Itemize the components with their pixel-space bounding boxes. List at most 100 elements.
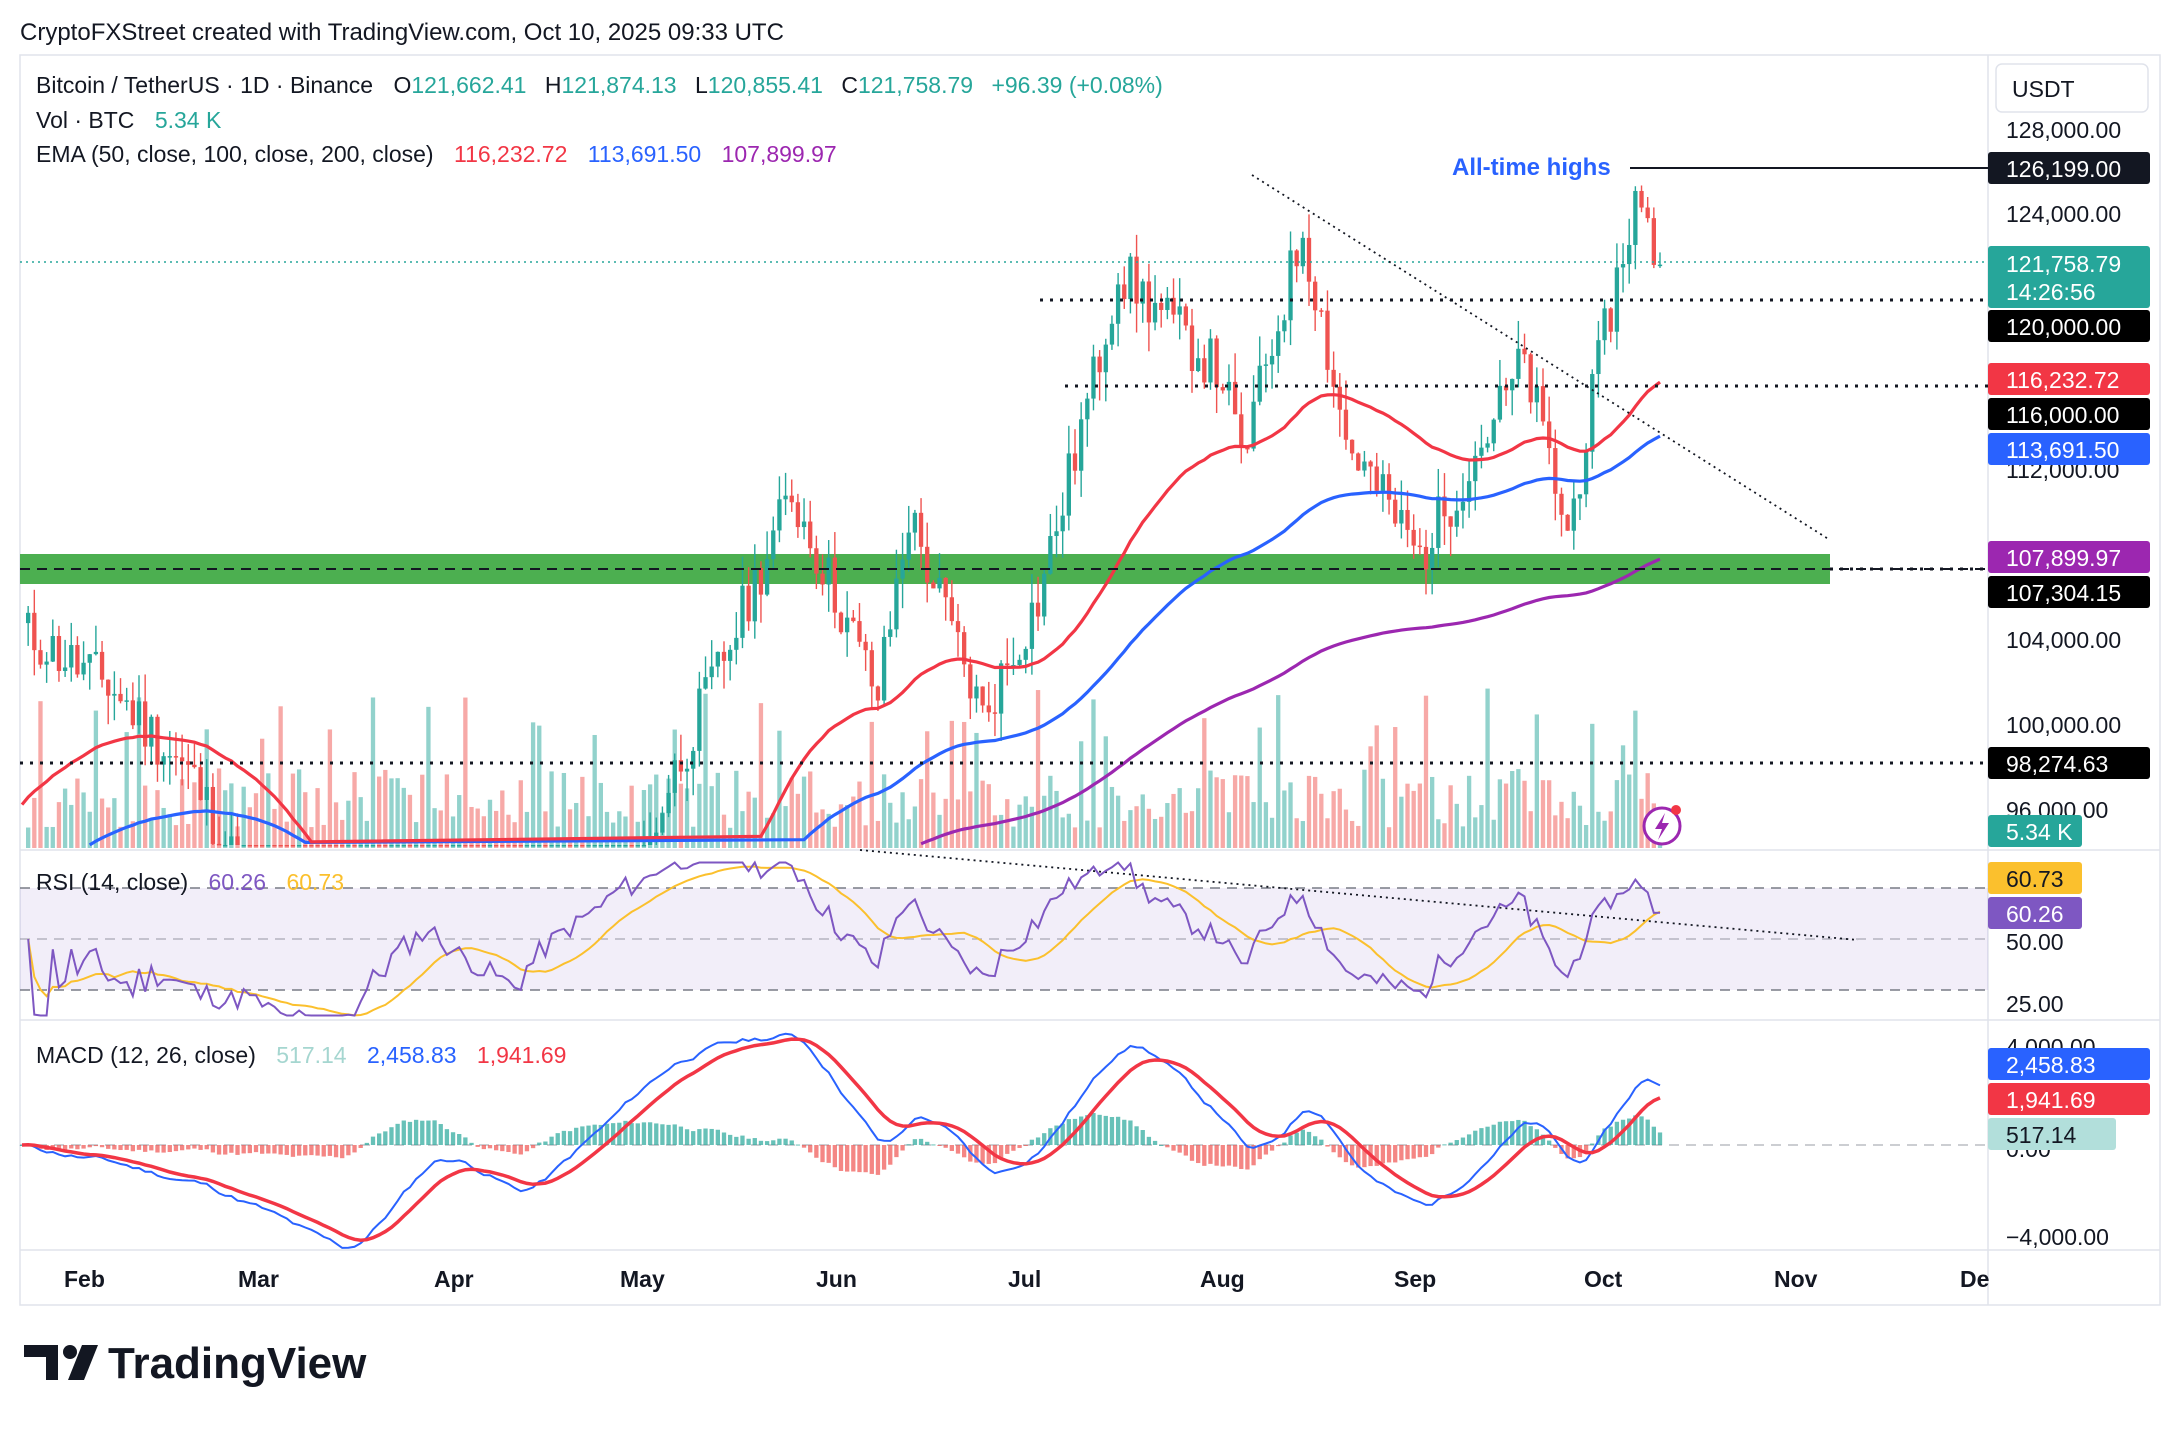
volume-bar — [1171, 793, 1176, 848]
macd-histogram-bar — [986, 1145, 991, 1164]
macd-histogram-bar — [377, 1133, 382, 1145]
volume-bar — [1380, 778, 1386, 848]
volume-bar — [838, 804, 844, 848]
volume-bar — [1189, 811, 1195, 848]
volume-bar — [401, 787, 406, 848]
candle-body — [1337, 386, 1342, 410]
candle-body — [1473, 455, 1478, 482]
macd-histogram-bar — [1627, 1118, 1632, 1145]
candle-body — [1226, 381, 1232, 391]
candle-body — [789, 495, 794, 503]
volume-bar — [62, 788, 68, 848]
macd-histogram-bar — [389, 1127, 394, 1145]
macd-histogram-bar — [580, 1126, 585, 1145]
price-axis-label: 100,000.00 — [2006, 712, 2121, 738]
candle-body — [1491, 419, 1496, 444]
macd-histogram-bar — [1608, 1126, 1613, 1145]
macd-histogram-bar — [1294, 1132, 1299, 1145]
macd-histogram-bar — [1115, 1116, 1121, 1145]
macd-histogram-bar — [857, 1145, 862, 1173]
macd-lines — [19, 1032, 1663, 1249]
volume-bar — [272, 808, 277, 848]
macd-histogram-bar — [900, 1145, 905, 1151]
macd-histogram-bar — [1590, 1143, 1595, 1145]
level-120k-tag — [1988, 310, 2150, 342]
volume-bar — [1066, 813, 1071, 848]
volume-bar — [1454, 803, 1459, 848]
signal-line — [21, 1037, 1661, 1242]
macd-histogram-bar — [450, 1132, 456, 1145]
candle-body — [611, 845, 616, 847]
volume-bar — [943, 798, 948, 848]
volume-bar — [709, 786, 714, 848]
ema200-tag — [1988, 541, 2150, 573]
candle-body — [703, 677, 708, 689]
macd-histogram-bar — [1134, 1126, 1139, 1145]
macd-histogram-bar — [352, 1145, 357, 1153]
macd-histogram-bar — [1029, 1139, 1035, 1145]
volume-bar — [764, 817, 770, 848]
volume-bar — [494, 810, 499, 848]
macd-histogram-bar — [543, 1141, 548, 1145]
macd-histogram-bar — [974, 1145, 979, 1163]
month-label: Jun — [816, 1266, 857, 1292]
macd-histogram-bar — [931, 1144, 936, 1146]
candle-body — [1079, 419, 1084, 471]
macd-histogram-bar — [561, 1130, 567, 1145]
candle-body — [524, 845, 530, 847]
macd-histogram-bar — [1226, 1145, 1232, 1166]
rsi-legend-label[interactable]: RSI (14, close) — [36, 869, 188, 895]
candle-body — [974, 686, 979, 699]
macd-histogram-bar — [143, 1145, 148, 1152]
volume-legend-label[interactable]: Vol · BTC — [36, 107, 134, 133]
ema-legend-label[interactable]: EMA (50, close, 100, close, 200, close) — [36, 141, 434, 167]
volume-bar — [1159, 816, 1164, 848]
candle-body — [1029, 602, 1035, 649]
macd-histogram-bar — [1479, 1128, 1484, 1145]
macd-histogram-bar — [370, 1136, 376, 1145]
volume-bar — [260, 738, 265, 848]
macd-histogram-bar — [1300, 1129, 1305, 1145]
volume-bar — [1540, 780, 1546, 848]
candle-body — [1023, 648, 1028, 660]
candle-body — [660, 813, 665, 833]
volume-bar — [1485, 688, 1490, 848]
tradingview-logo-text: TradingView — [108, 1339, 367, 1388]
candle-body — [50, 636, 55, 662]
volume-bar — [641, 790, 647, 848]
rsi-line — [27, 860, 1661, 1017]
candle-body — [845, 617, 850, 633]
ema200-tag-text: 107,899.97 — [2006, 545, 2121, 571]
macd-legend-label[interactable]: MACD (12, 26, close) — [36, 1042, 256, 1068]
volume-bar — [370, 697, 376, 848]
candle-body — [210, 786, 216, 844]
macd-histogram-bar — [1042, 1133, 1047, 1145]
volume-bar — [38, 701, 43, 848]
descending-trendline — [1251, 174, 1831, 541]
candle-body — [1430, 547, 1435, 570]
open-value: 121,662.41 — [411, 72, 526, 98]
macd-histogram-bar — [1085, 1115, 1090, 1145]
macd-histogram-bar — [1054, 1125, 1059, 1145]
macd-histogram-bar — [383, 1131, 388, 1145]
macd-histogram-bar — [980, 1145, 985, 1164]
rsi-legend-value: 60.26 — [209, 869, 267, 895]
volume-bar — [617, 811, 622, 848]
candle-body — [1232, 381, 1238, 415]
volume-bar — [457, 795, 462, 848]
symbol-title[interactable]: Bitcoin / TetherUS · 1D · Binance — [36, 72, 373, 98]
volume-bar — [1633, 710, 1638, 848]
candle-body — [1627, 244, 1632, 265]
macd-histogram-bar — [155, 1145, 160, 1153]
macd-histogram-bar — [1405, 1145, 1410, 1160]
hist-tag — [1988, 1118, 2116, 1150]
candle-body — [149, 716, 154, 747]
volume-bar — [992, 815, 998, 848]
candle-body — [321, 845, 326, 847]
currency-button[interactable] — [1995, 63, 2149, 113]
lightning-icon[interactable] — [1642, 805, 1682, 846]
volume-bar — [771, 813, 776, 848]
macd-histogram-bar — [660, 1124, 665, 1145]
candle-body — [1251, 401, 1256, 449]
volume-bar — [1460, 826, 1466, 848]
